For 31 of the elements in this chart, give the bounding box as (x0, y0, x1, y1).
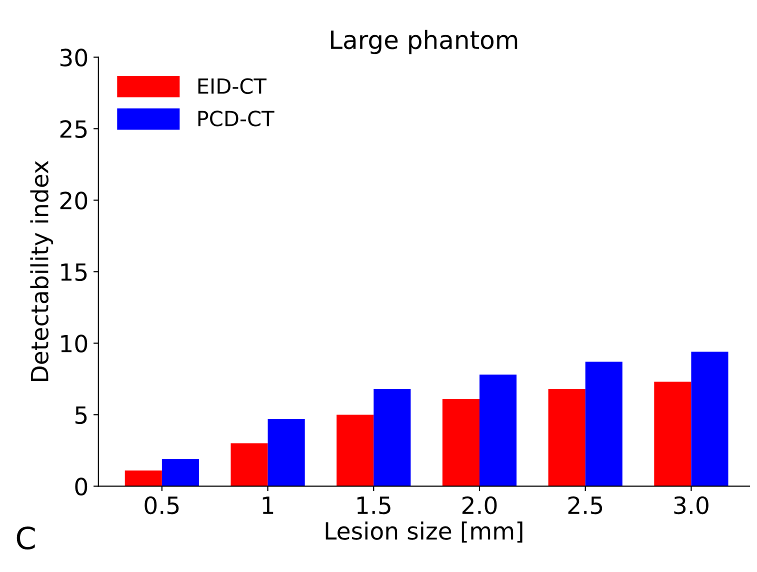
legend-label: PCD-CT (198, 110, 274, 126)
bar (479, 374, 517, 486)
x-axis-title: Lesion size [mm] (326, 522, 522, 543)
x-tick-label: 1 (262, 496, 274, 514)
chart-title: Large phantom (331, 30, 518, 54)
y-axis-title: Detectability index (30, 160, 54, 381)
x-tick-label: 2.5 (568, 496, 602, 514)
y-tick-label: 15 (61, 263, 87, 282)
bar (654, 382, 692, 486)
bar (268, 418, 305, 486)
bar (124, 470, 162, 486)
bar (548, 388, 586, 486)
bar (691, 352, 728, 486)
y-tick-label: 30 (60, 48, 88, 67)
y-tick-label: 0 (75, 478, 88, 496)
y-tick-label: 10 (61, 334, 88, 353)
x-tick-label: 0.5 (144, 496, 179, 514)
y-tick-label: 20 (60, 192, 88, 210)
bar (442, 398, 480, 486)
x-tick-label: 1.5 (357, 496, 390, 514)
text: C (16, 526, 35, 550)
bar (336, 414, 374, 486)
bar (585, 362, 622, 486)
bar (230, 443, 268, 486)
y-tick-label: 25 (60, 120, 87, 138)
x-tick-label: 3.0 (674, 496, 708, 514)
y-tick-label: 5 (75, 406, 87, 424)
bar (162, 459, 199, 486)
legend-label: EID-CT (198, 78, 267, 94)
bar (374, 388, 411, 486)
x-tick-label: 2.0 (462, 496, 497, 514)
